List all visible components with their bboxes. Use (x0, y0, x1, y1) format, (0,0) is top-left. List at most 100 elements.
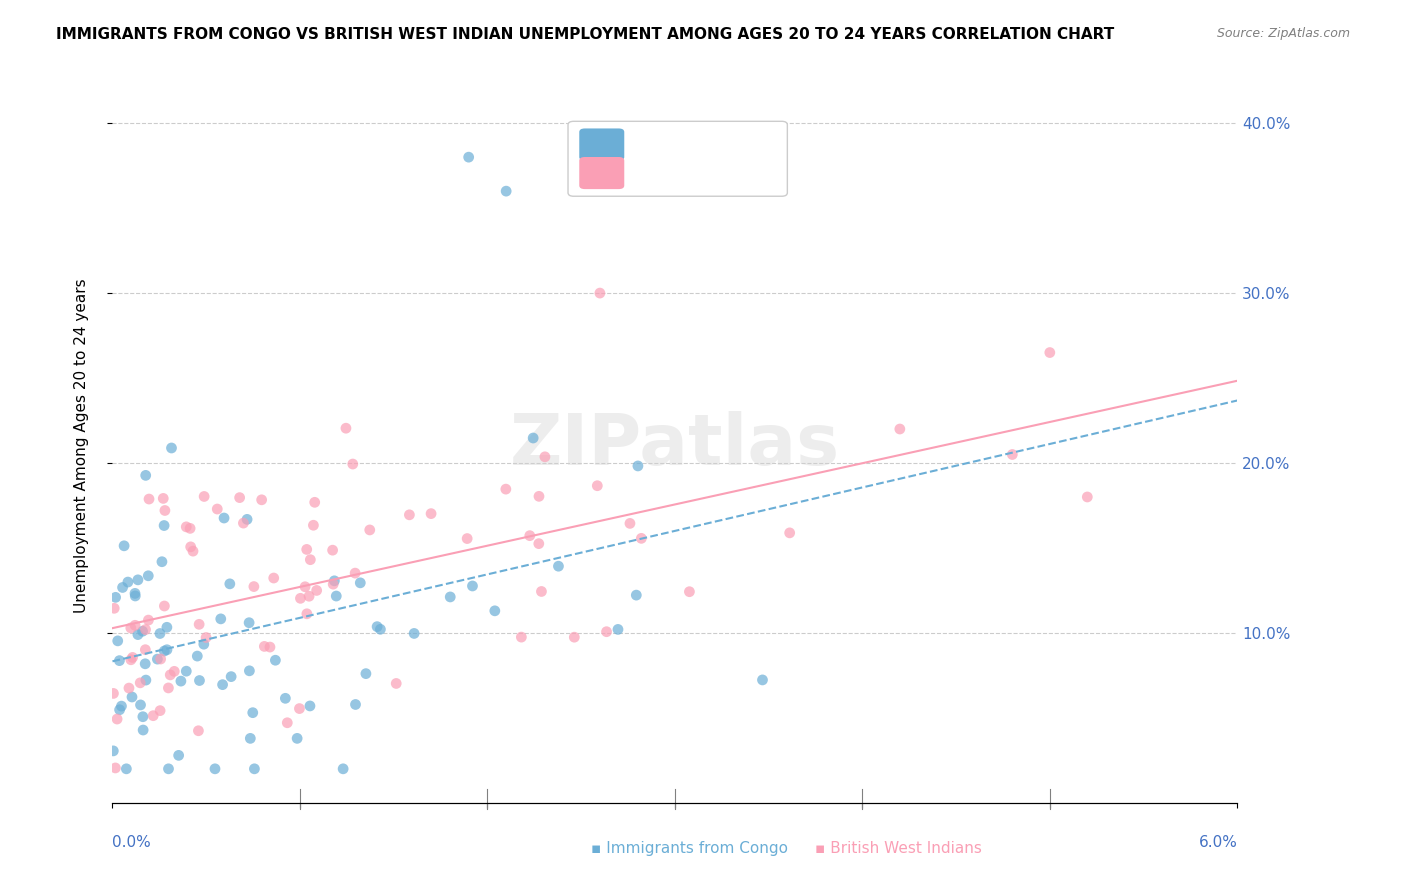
Point (129, 676, 152, 690)
Point (120, 621, 142, 635)
Point (135, 468, 157, 483)
Point (153, 518, 176, 533)
Text: 0.264: 0.264 (661, 161, 710, 177)
Point (188, 673, 211, 688)
Point (243, 580, 266, 594)
Text: IMMIGRANTS FROM CONGO VS BRITISH WEST INDIAN UNEMPLOYMENT AMONG AGES 20 TO 24 YE: IMMIGRANTS FROM CONGO VS BRITISH WEST IN… (56, 27, 1115, 42)
Point (149, 704, 172, 718)
Point (484, 604, 506, 618)
Text: 79: 79 (737, 161, 758, 177)
Point (404, 626, 426, 640)
Point (167, 748, 190, 763)
Point (420, 507, 443, 521)
Point (108, 654, 131, 668)
Point (304, 495, 326, 509)
Point (115, 762, 138, 776)
Point (153, 644, 176, 658)
Point (290, 591, 312, 606)
Point (398, 508, 420, 522)
Point (1039, 345, 1062, 359)
Point (495, 482, 517, 496)
Text: Source: ZipAtlas.com: Source: ZipAtlas.com (1216, 27, 1350, 40)
Point (188, 617, 211, 632)
Point (323, 574, 346, 588)
Point (295, 607, 318, 621)
Point (299, 552, 322, 566)
Point (170, 674, 193, 689)
Point (132, 710, 155, 724)
Point (180, 540, 202, 554)
Text: N =: N = (695, 161, 738, 177)
Point (103, 686, 125, 700)
Point (228, 491, 250, 505)
FancyBboxPatch shape (579, 157, 624, 189)
Point (527, 536, 550, 550)
Point (238, 615, 260, 630)
Point (385, 676, 408, 690)
FancyBboxPatch shape (568, 121, 787, 196)
Point (152, 491, 174, 506)
Point (530, 584, 553, 599)
Point (142, 708, 165, 723)
Text: N =: N = (695, 133, 738, 148)
Point (207, 502, 229, 516)
Point (121, 690, 143, 704)
Point (107, 633, 129, 648)
Text: R =: R = (624, 133, 658, 148)
Point (179, 521, 201, 535)
Point (274, 691, 297, 706)
Point (157, 681, 180, 695)
Point (519, 529, 541, 543)
Text: ▪ British West Indians: ▪ British West Indians (815, 841, 983, 856)
Point (138, 491, 160, 506)
Point (547, 559, 569, 574)
Text: 74: 74 (737, 133, 758, 148)
Point (456, 532, 478, 546)
Point (156, 620, 179, 634)
Point (120, 653, 142, 667)
Point (595, 624, 617, 639)
Point (250, 492, 273, 507)
Point (263, 571, 285, 585)
Point (134, 642, 156, 657)
Point (342, 457, 364, 471)
Point (103, 744, 125, 758)
Point (104, 591, 127, 605)
Point (751, 673, 773, 687)
Point (259, 640, 281, 654)
Text: 0.187: 0.187 (661, 133, 710, 148)
Text: ▪ Immigrants from Congo: ▪ Immigrants from Congo (591, 841, 787, 856)
Point (238, 664, 260, 678)
Point (510, 630, 533, 644)
Point (889, 422, 911, 436)
Point (589, 286, 612, 301)
Point (136, 568, 159, 582)
Point (779, 525, 801, 540)
Point (193, 490, 215, 504)
Point (586, 479, 609, 493)
Point (110, 699, 132, 714)
Point (461, 579, 484, 593)
Point (105, 712, 128, 726)
Point (218, 577, 240, 591)
Point (124, 589, 146, 603)
Point (305, 583, 328, 598)
Point (370, 622, 392, 636)
Point (211, 678, 233, 692)
Point (156, 642, 179, 657)
Point (288, 701, 311, 715)
Point (562, 630, 585, 644)
Point (359, 523, 381, 537)
Point (135, 673, 157, 687)
Point (127, 627, 149, 641)
Point (627, 458, 650, 473)
Point (193, 637, 215, 651)
Point (118, 681, 141, 695)
Point (160, 441, 183, 455)
Point (232, 516, 254, 530)
Point (186, 649, 208, 664)
Point (163, 665, 186, 679)
Point (129, 698, 152, 712)
Point (112, 539, 135, 553)
Point (344, 698, 367, 712)
